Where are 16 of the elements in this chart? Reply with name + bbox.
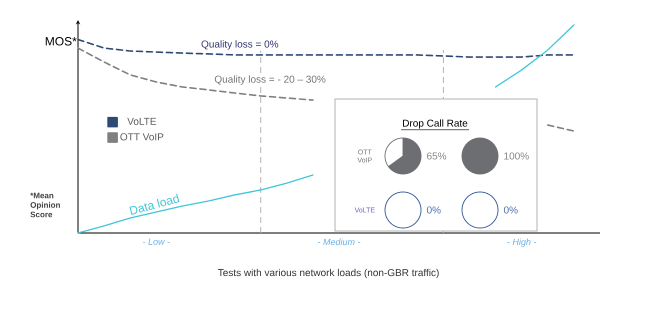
- data-label: 100%: [504, 152, 529, 160]
- text: Drop Call Rate: [403, 119, 468, 129]
- text: Tests with various network loads (non-GBR traffic): [218, 268, 439, 278]
- text: Data load: [129, 194, 180, 215]
- text: 0%: [426, 206, 441, 214]
- legend-label: VoLTE: [127, 118, 156, 125]
- data-label: 65%: [427, 152, 446, 160]
- legend-label: OTT VoIP: [120, 133, 164, 140]
- y-axis-title: MOS*: [46, 37, 77, 46]
- annotation: Quality loss = - 20 – 30%: [214, 75, 326, 85]
- text: *Mean Opinion Score: [30, 192, 60, 218]
- x-tick-label: - Low -: [143, 238, 170, 245]
- x-tick-label: - High -: [507, 238, 536, 247]
- text: 0%: [504, 206, 518, 214]
- annotation: Quality loss = 0%: [202, 40, 278, 50]
- x-tick-label: - Medium -: [318, 238, 360, 246]
